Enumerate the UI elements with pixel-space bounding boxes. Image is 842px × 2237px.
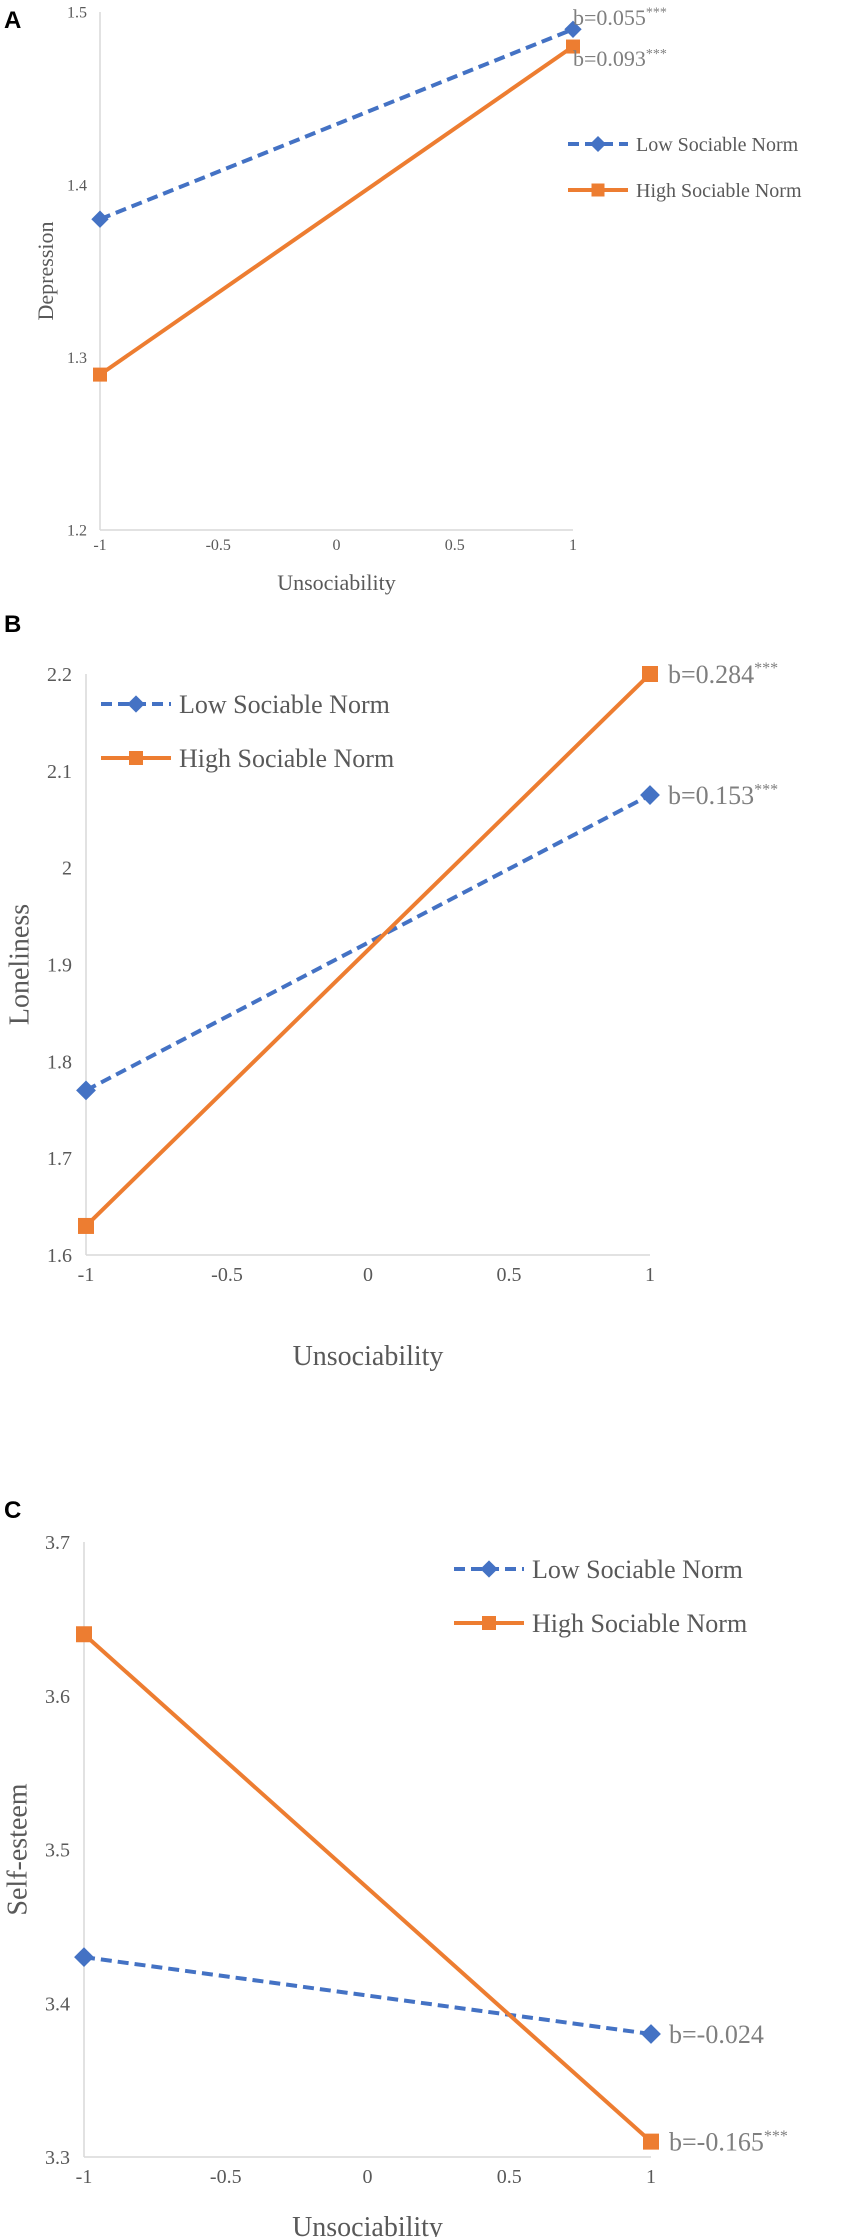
legend-marker-low	[589, 135, 607, 153]
y-tick-label: 2	[62, 858, 72, 880]
x-axis-title: Unsociability	[292, 2212, 443, 2237]
panel-letter: B	[4, 611, 21, 638]
data-point-high	[78, 1217, 94, 1234]
slope-annotation-low: b=0.055***	[573, 5, 667, 30]
y-tick-label: 1.6	[47, 1245, 72, 1267]
x-tick-label: 0.5	[497, 2166, 522, 2188]
y-tick-label: 1.7	[47, 1148, 72, 1170]
chart-panel-a: A 1.2 1.3 1.4 1.5 -1 -0.5 0 0.5 1 Unsociability Dep…	[4, 5, 802, 595]
y-tick-label: 3.7	[45, 1532, 70, 1554]
y-tick-label: 1.5	[67, 5, 87, 22]
y-tick-label: 3.6	[45, 1686, 70, 1708]
slope-annotation-low: b=-0.024	[669, 2020, 764, 2049]
y-tick-label: 1.2	[67, 523, 87, 540]
y-tick-label: 2.1	[47, 761, 72, 783]
slope-annotation-high: b=0.284***	[668, 660, 778, 689]
x-tick-label: -0.5	[206, 537, 231, 554]
series-line-low	[83, 1955, 652, 2036]
data-point-low	[640, 785, 660, 805]
series-line-low	[99, 27, 574, 222]
y-tick-label: 2.2	[47, 664, 72, 686]
legend-label-low: Low Sociable Norm	[532, 1555, 743, 1584]
data-point-high	[93, 367, 107, 382]
y-tick-label: 1.4	[67, 177, 87, 194]
slope-annotation-low: b=0.153***	[668, 781, 778, 810]
y-tick-label: 3.4	[45, 1993, 70, 2015]
x-tick-label: 0	[363, 1264, 373, 1286]
x-tick-label: 0.5	[445, 537, 465, 554]
x-tick-label: -1	[76, 2166, 93, 2188]
y-axis-title: Loneliness	[4, 904, 35, 1025]
legend-label-low: Low Sociable Norm	[636, 134, 799, 156]
series-line-high	[82, 1632, 653, 2144]
x-tick-label: 1	[569, 537, 577, 554]
data-point-low	[564, 20, 582, 38]
data-point-high	[566, 39, 580, 54]
legend: Low Sociable Norm High Sociable Norm	[568, 134, 802, 202]
chart-panel-c: C 3.3 3.4 3.5 3.6 3.7 -1 -0.5 0 0.5 1 Unsociability…	[2, 1497, 787, 2237]
legend-label-high: High Sociable Norm	[636, 180, 802, 202]
y-tick-label: 3.5	[45, 1840, 70, 1862]
series-line-high	[84, 672, 652, 1228]
panel-letter: C	[4, 1497, 21, 1524]
data-point-low	[74, 1947, 94, 1968]
slope-annotation-high: b=-0.165***	[669, 2128, 788, 2157]
x-tick-label: 1	[646, 2166, 656, 2188]
data-point-low	[76, 1080, 96, 1101]
slope-annotation-high: b=0.093***	[573, 46, 667, 71]
data-point-high	[642, 666, 658, 682]
y-tick-label: 3.3	[45, 2147, 70, 2169]
x-tick-label: -1	[93, 537, 106, 554]
x-tick-label: 1	[645, 1264, 655, 1286]
x-tick-label: -0.5	[211, 1264, 243, 1286]
legend: Low Sociable Norm High Sociable Norm	[454, 1555, 747, 1638]
legend-label-high: High Sociable Norm	[179, 744, 394, 773]
data-point-high	[76, 1626, 92, 1643]
x-axis-title: Unsociability	[277, 570, 396, 595]
x-tick-label: -1	[78, 1264, 95, 1286]
data-point-low	[91, 210, 109, 228]
x-tick-label: -0.5	[210, 2166, 242, 2188]
y-tick-label: 1.8	[47, 1051, 72, 1073]
y-tick-label: 1.3	[67, 350, 87, 367]
x-tick-label: 0.5	[497, 1264, 522, 1286]
x-tick-label: 0	[363, 2166, 373, 2188]
legend-label-high: High Sociable Norm	[532, 1609, 747, 1638]
data-point-low	[641, 2024, 661, 2044]
legend-label-low: Low Sociable Norm	[179, 690, 390, 719]
legend-marker-high	[482, 1616, 496, 1630]
x-axis-title: Unsociability	[293, 1341, 444, 1372]
y-tick-label: 1.9	[47, 955, 72, 977]
data-point-high	[643, 2133, 659, 2150]
panel-letter: A	[4, 7, 21, 34]
series-line-high	[98, 44, 575, 377]
legend: Low Sociable Norm High Sociable Norm	[101, 690, 394, 773]
x-tick-label: 0	[333, 537, 341, 554]
y-axis-title: Depression	[33, 222, 58, 321]
legend-marker-low	[127, 695, 145, 713]
y-axis-title: Self-esteem	[2, 1783, 33, 1915]
legend-marker-low	[480, 1560, 498, 1578]
series-line-low	[85, 793, 651, 1093]
chart-panel-b: B 1.6 1.7 1.8 1.9 2 2.1 2.2 -1 -0.5 0 0.5 1 Unsociabi…	[4, 611, 778, 1372]
legend-marker-high	[129, 751, 143, 765]
legend-marker-high	[591, 183, 605, 197]
